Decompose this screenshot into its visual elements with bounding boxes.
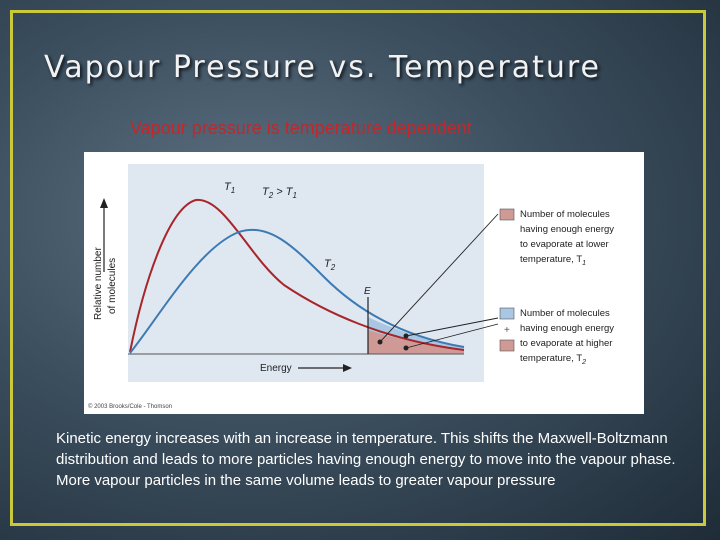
y-axis-arrowhead: [100, 198, 108, 208]
figure-copyright: © 2003 Brooks/Cole - Thomson: [88, 403, 172, 410]
legend-swatch-lower-temp: [499, 208, 515, 221]
x-axis-label: Energy: [260, 363, 292, 374]
legend-text-higher-temp: Number of molecules having enough energy…: [520, 308, 617, 366]
legend-plus-sign: +: [504, 325, 510, 336]
t2-curve: [129, 228, 465, 354]
slide-border: [10, 10, 706, 526]
t1-curve-label: T1: [224, 181, 235, 195]
callout-line-higher-temp-a: [405, 317, 499, 337]
legend-text-lower-temp: Number of molecules having enough energy…: [520, 209, 617, 267]
t2-curve-label: T2: [324, 258, 336, 272]
callout-line-lower-temp: [379, 213, 499, 343]
slide-title: Vapour Pressure vs. Temperature: [44, 50, 601, 85]
slide-body-text: Kinetic energy increases with an increas…: [56, 430, 676, 489]
slide-subtitle: Vapour pressure is temperature dependent: [130, 118, 472, 138]
t1-tail-shading: [368, 330, 464, 354]
y-axis-label-line2: of molecules: [107, 258, 118, 314]
y-axis-label-line1: Relative number: [93, 247, 104, 320]
callout-line-higher-temp-b: [405, 323, 499, 349]
legend-swatch-higher-temp-blue: [499, 307, 515, 320]
legend-swatch-higher-temp-red: [499, 339, 515, 352]
temperature-comparison-label: T2 > T1: [262, 186, 297, 200]
x-axis-arrowhead: [343, 364, 352, 372]
t1-curve: [129, 198, 465, 353]
maxwell-boltzmann-figure: E Relative number of molecules Energy T1…: [84, 152, 644, 414]
threshold-label: E: [364, 286, 371, 297]
